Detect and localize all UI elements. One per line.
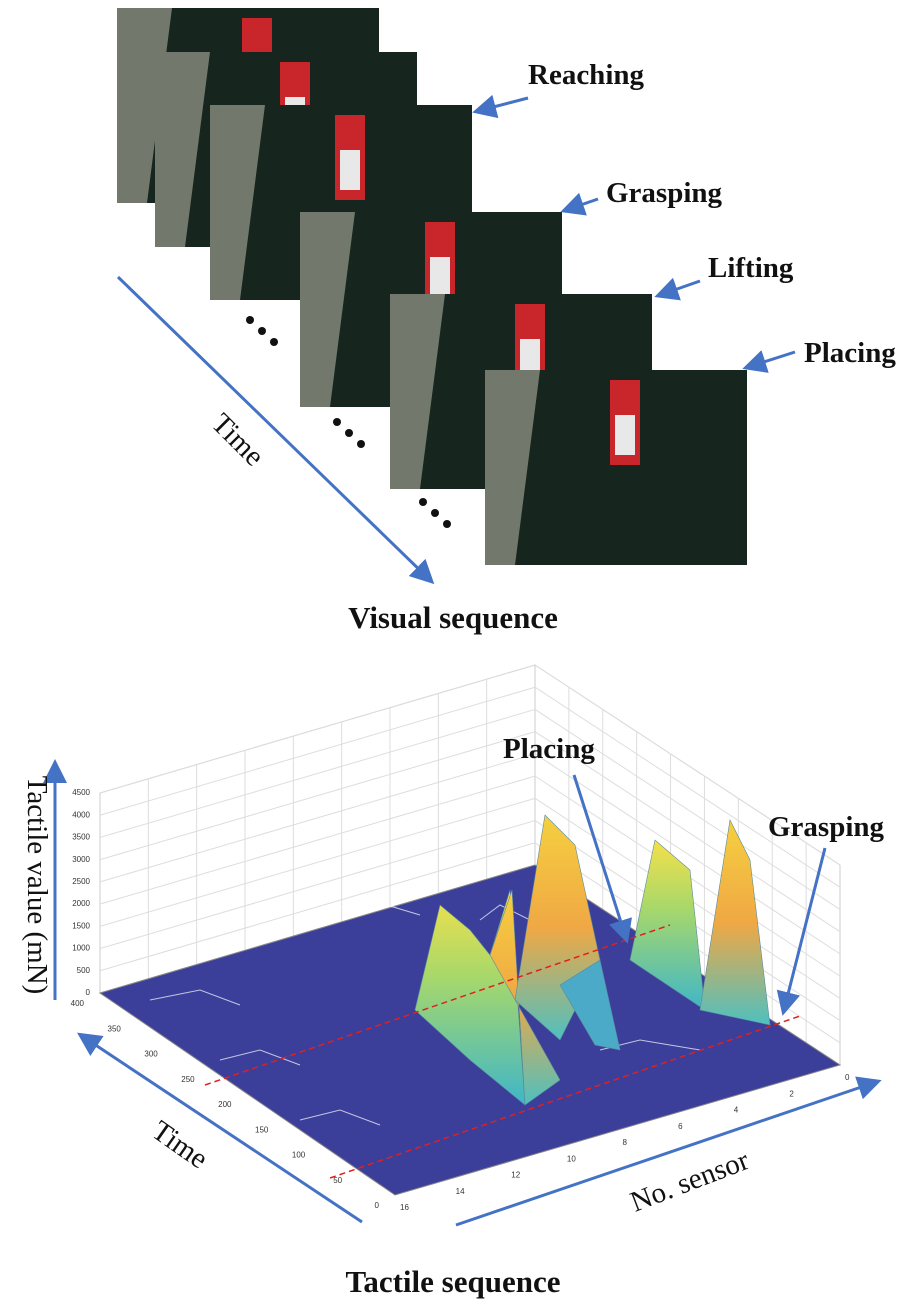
z-tick-label: 4000 bbox=[72, 810, 90, 819]
z-tick-label: 4500 bbox=[72, 788, 90, 797]
time-tick-label: 350 bbox=[108, 1024, 122, 1033]
z-tick-label: 2000 bbox=[72, 899, 90, 908]
arrow bbox=[566, 199, 598, 210]
sensor-tick-label: 2 bbox=[789, 1089, 794, 1098]
stage-label: Placing bbox=[804, 337, 896, 369]
arrow bbox=[660, 281, 700, 295]
time-tick-label: 200 bbox=[218, 1100, 232, 1109]
caption: Visual sequence bbox=[348, 600, 558, 635]
figure: Reaching Grasping Lifting Placing Time V… bbox=[0, 0, 910, 1302]
sensor-label: No. sensor bbox=[626, 1144, 754, 1218]
frame-label bbox=[430, 257, 450, 297]
z-tick-label: 1000 bbox=[72, 944, 90, 953]
z-tick-label: 500 bbox=[77, 966, 91, 975]
caption: Tactile sequence bbox=[346, 1264, 561, 1299]
stage-label: Grasping bbox=[606, 177, 723, 209]
z-tick-label: 2500 bbox=[72, 877, 90, 886]
time-tick-label: 400 bbox=[71, 999, 85, 1008]
time-tick-label: 150 bbox=[255, 1125, 269, 1134]
sensor-tick-label: 8 bbox=[623, 1138, 628, 1147]
time-tick-label: 300 bbox=[144, 1050, 158, 1059]
time-tick-label: 250 bbox=[181, 1075, 195, 1084]
annotation: Placing bbox=[503, 733, 595, 765]
sensor-tick-label: 4 bbox=[734, 1106, 739, 1115]
sensor-tick-label: 16 bbox=[400, 1203, 409, 1212]
time-tick-label: 100 bbox=[292, 1151, 306, 1160]
frame-label bbox=[615, 415, 635, 455]
stage-label: Reaching bbox=[528, 59, 645, 91]
sensor-tick-label: 6 bbox=[678, 1122, 683, 1131]
time-tick-label: 50 bbox=[333, 1176, 342, 1185]
time-tick-label: 0 bbox=[375, 1201, 380, 1210]
frame-label bbox=[340, 150, 360, 190]
z-tick-label: 1500 bbox=[72, 921, 90, 930]
sensor-tick-label: 10 bbox=[567, 1154, 576, 1163]
z-tick-label: 3000 bbox=[72, 855, 90, 864]
arrow bbox=[478, 98, 528, 111]
time-label: Time bbox=[146, 1115, 214, 1176]
arrow bbox=[748, 352, 795, 367]
visual-frames bbox=[117, 8, 747, 565]
frame bbox=[485, 370, 747, 565]
sensor-tick-label: 14 bbox=[456, 1187, 465, 1196]
z-tick-label: 0 bbox=[86, 988, 91, 997]
annotation: Grasping bbox=[768, 811, 885, 843]
sensor-tick-label: 0 bbox=[845, 1073, 850, 1082]
z-tick-label: 3500 bbox=[72, 833, 90, 842]
stage-label: Lifting bbox=[708, 252, 794, 284]
z-label: Tactile value (mN) bbox=[21, 776, 53, 995]
sensor-tick-label: 12 bbox=[511, 1171, 520, 1180]
